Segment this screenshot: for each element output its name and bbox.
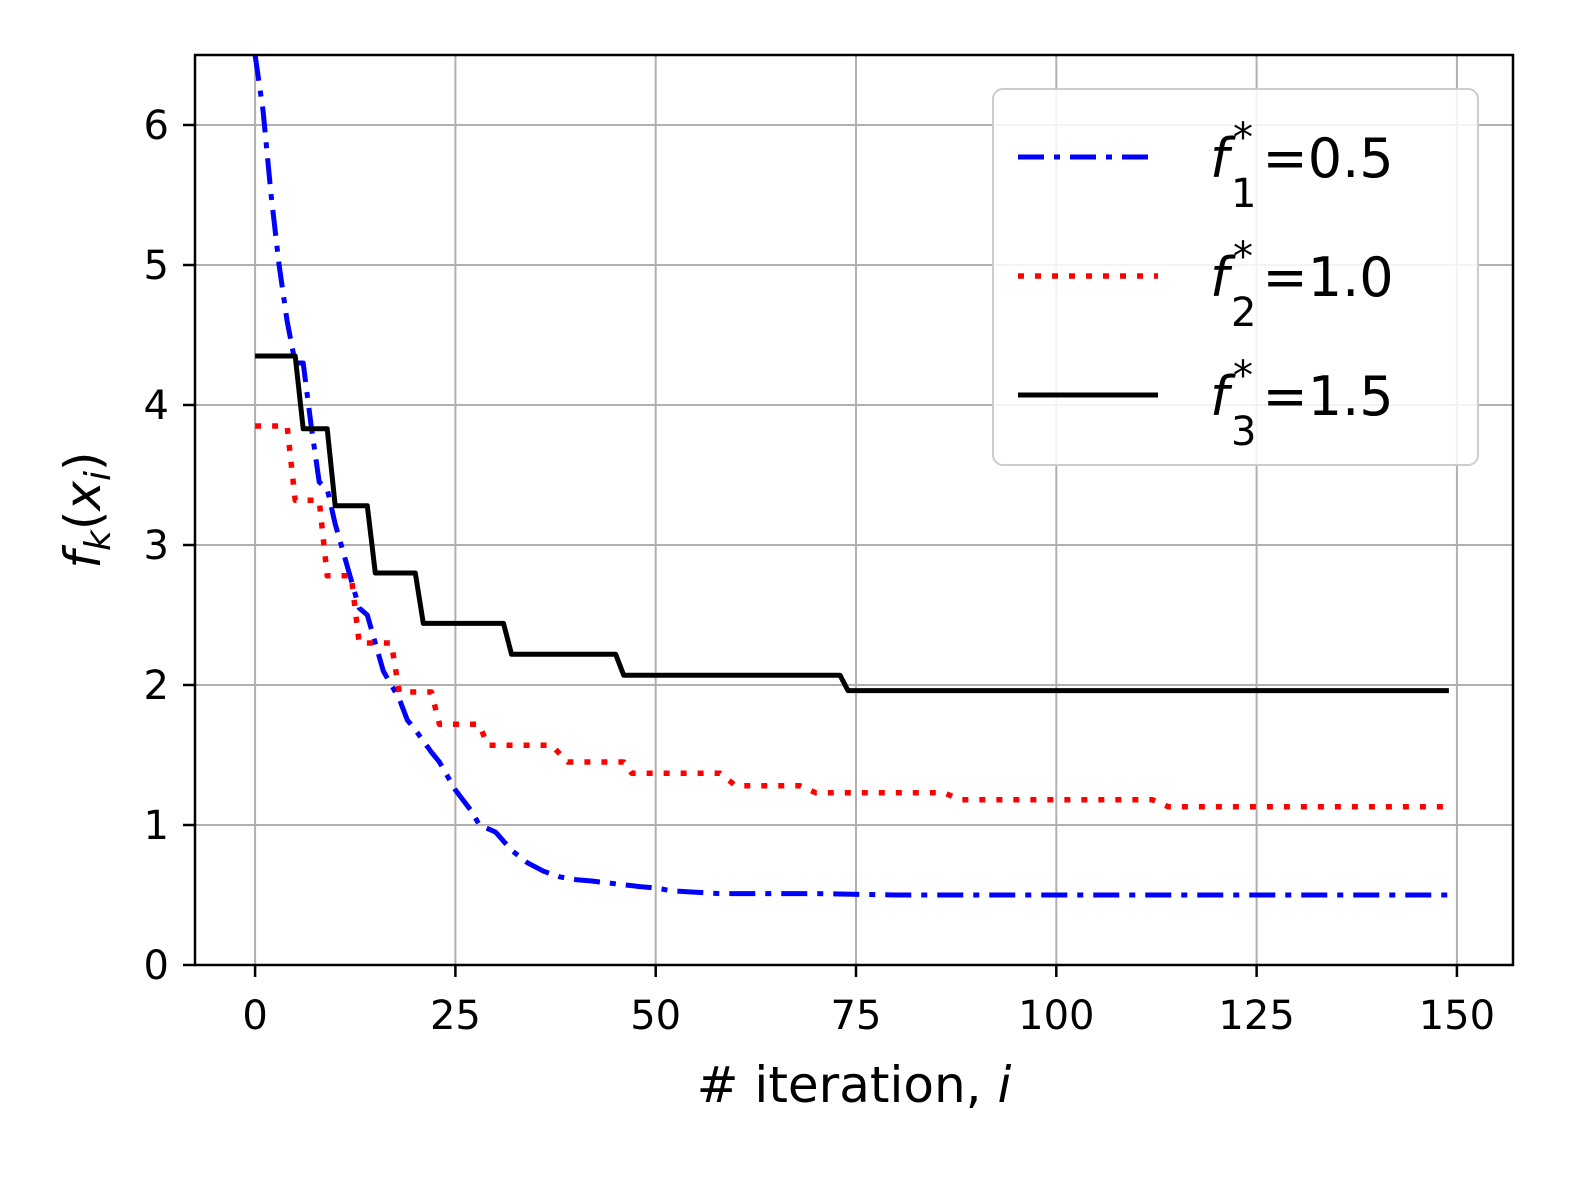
- y-tick-label: 1: [144, 803, 169, 849]
- legend: f * 1=0.5f * 2=1.0f * 3=1.5: [992, 88, 1479, 466]
- legend-box: [992, 88, 1479, 466]
- y-tick-label: 6: [144, 103, 169, 149]
- x-tick-label: 50: [630, 993, 681, 1039]
- x-axis-label: # iteration, i: [697, 1056, 1012, 1114]
- x-tick-label: 100: [1018, 993, 1094, 1039]
- x-tick-label: 75: [831, 993, 882, 1039]
- x-tick-label: 150: [1419, 993, 1495, 1039]
- legend-label-2: f * 2=1.0: [1210, 234, 1394, 336]
- x-tick-label: 125: [1218, 993, 1294, 1039]
- y-tick-label: 4: [144, 383, 169, 429]
- series-line-1: [252, 55, 1449, 898]
- series-line-3: [255, 353, 1449, 694]
- y-tick-label: 2: [144, 663, 169, 709]
- y-axis-label: fk(xi): [54, 451, 119, 568]
- x-tick-label: 25: [430, 993, 481, 1039]
- y-tick-label: 0: [144, 943, 169, 989]
- axis-ticks: 0 25 50 75 100 125 150 0 1 2 3 4 5 6: [144, 103, 1496, 1039]
- plot-frame: [193, 53, 1515, 967]
- legend-label-3: f * 3=1.5: [1210, 353, 1394, 455]
- x-tick-label: 0: [242, 993, 267, 1039]
- y-tick-label: 5: [144, 243, 169, 289]
- y-tick-label: 3: [144, 523, 169, 569]
- series-line-2: [255, 423, 1449, 810]
- series-layer: [252, 55, 1449, 898]
